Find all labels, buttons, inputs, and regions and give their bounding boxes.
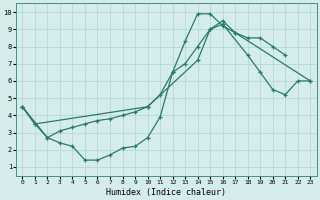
X-axis label: Humidex (Indice chaleur): Humidex (Indice chaleur)	[106, 188, 226, 197]
